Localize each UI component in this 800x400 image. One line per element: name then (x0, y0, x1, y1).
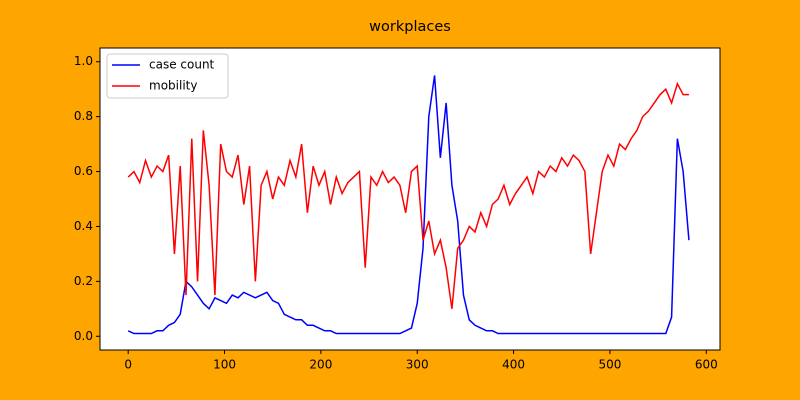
y-tick-label: 0.4 (74, 219, 93, 233)
y-tick-label: 0.8 (74, 109, 93, 123)
series-line (127, 81, 689, 309)
legend-label: case count (149, 58, 215, 72)
chart-title: workplaces (369, 19, 451, 35)
axes-frame (99, 47, 721, 351)
x-tick-label: 0 (124, 358, 132, 372)
legend-label: mobility (149, 79, 197, 93)
y-tick-label: 0.2 (74, 274, 93, 288)
y-tick-label: 1.0 (74, 54, 93, 68)
series-line (127, 75, 690, 335)
x-tick-label: 200 (309, 358, 332, 372)
x-tick-label: 100 (213, 358, 236, 372)
y-tick-label: 0.6 (74, 164, 93, 178)
x-tick-label: 400 (502, 358, 525, 372)
x-tick-label: 300 (406, 358, 429, 372)
y-tick-label: 0.0 (74, 329, 93, 343)
x-tick-label: 500 (598, 358, 621, 372)
x-tick-label: 600 (695, 358, 718, 372)
